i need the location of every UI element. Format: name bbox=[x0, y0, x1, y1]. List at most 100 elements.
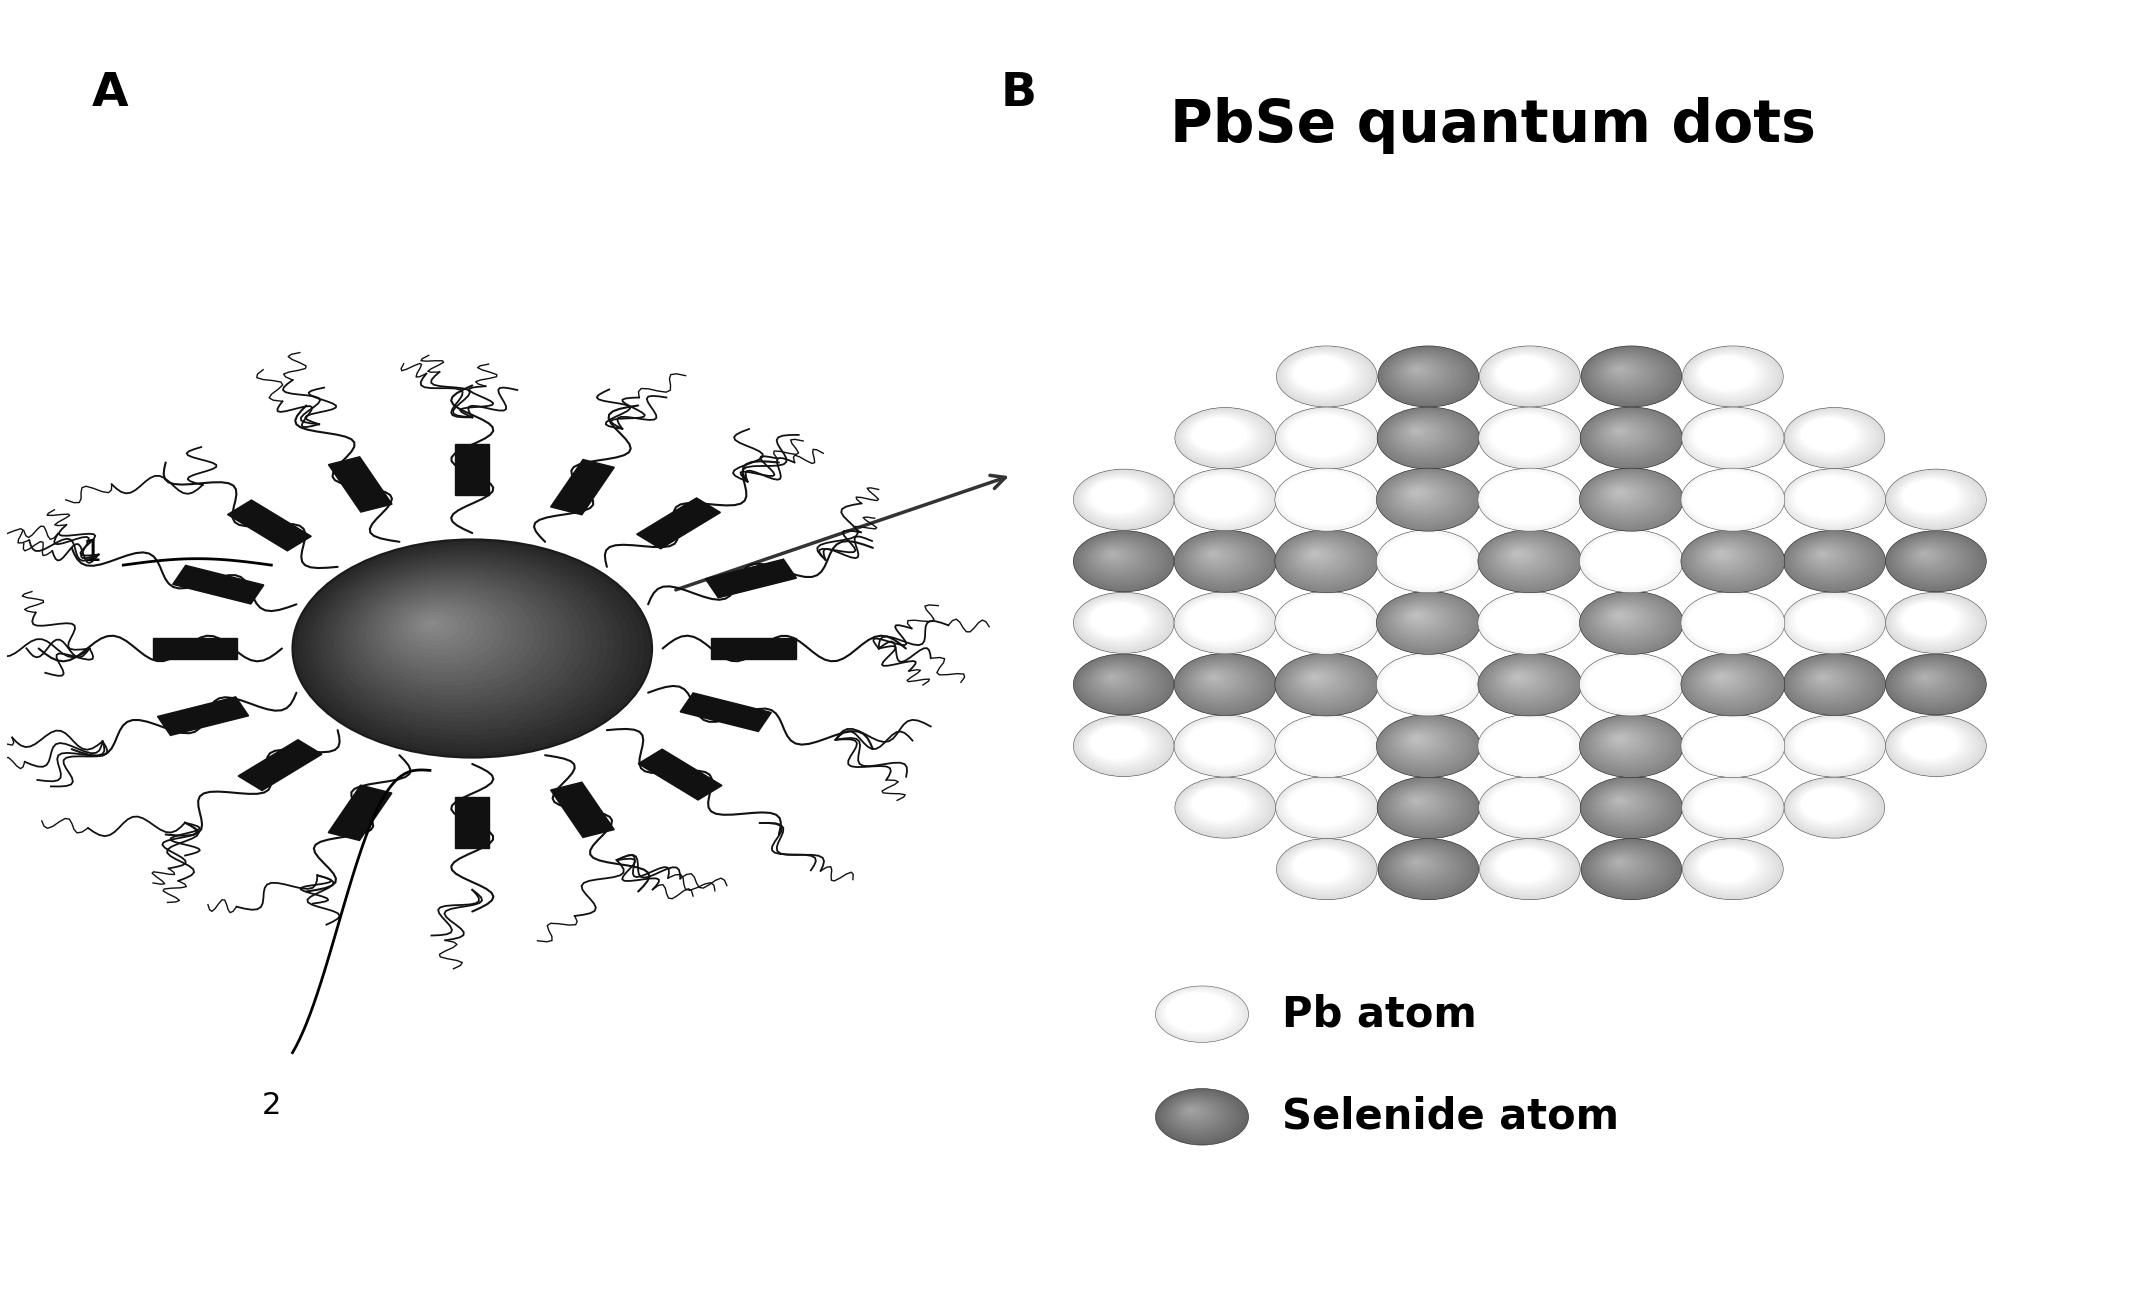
Circle shape bbox=[1484, 719, 1575, 774]
Circle shape bbox=[1810, 669, 1846, 691]
Circle shape bbox=[1492, 538, 1563, 581]
Circle shape bbox=[1382, 472, 1471, 525]
Circle shape bbox=[1686, 533, 1776, 588]
Circle shape bbox=[1714, 427, 1733, 438]
Circle shape bbox=[1286, 782, 1365, 830]
Circle shape bbox=[1077, 533, 1167, 588]
Circle shape bbox=[1710, 547, 1735, 563]
Circle shape bbox=[1912, 547, 1942, 565]
Circle shape bbox=[1499, 358, 1548, 388]
Circle shape bbox=[1514, 674, 1524, 681]
Circle shape bbox=[1094, 606, 1139, 632]
Circle shape bbox=[1805, 790, 1852, 818]
Circle shape bbox=[1412, 859, 1424, 868]
Circle shape bbox=[1492, 785, 1561, 826]
Circle shape bbox=[1286, 412, 1365, 460]
Circle shape bbox=[1610, 363, 1635, 379]
Circle shape bbox=[1607, 424, 1639, 444]
Circle shape bbox=[1682, 716, 1784, 777]
Circle shape bbox=[1299, 667, 1343, 695]
Circle shape bbox=[1588, 473, 1671, 524]
Circle shape bbox=[1590, 844, 1667, 891]
Text: B: B bbox=[1001, 71, 1037, 117]
Circle shape bbox=[1509, 672, 1533, 686]
Circle shape bbox=[1192, 603, 1250, 637]
Circle shape bbox=[1305, 425, 1331, 440]
Circle shape bbox=[1386, 412, 1467, 462]
Circle shape bbox=[1409, 796, 1429, 808]
Circle shape bbox=[1382, 656, 1475, 712]
Circle shape bbox=[1495, 477, 1556, 515]
Circle shape bbox=[1286, 783, 1360, 829]
Circle shape bbox=[1488, 721, 1565, 768]
Circle shape bbox=[1590, 598, 1667, 645]
Circle shape bbox=[1607, 608, 1637, 626]
Circle shape bbox=[1280, 717, 1373, 774]
Circle shape bbox=[1173, 654, 1277, 716]
Circle shape bbox=[1601, 665, 1652, 696]
Circle shape bbox=[1705, 545, 1748, 571]
Circle shape bbox=[1299, 482, 1341, 508]
Circle shape bbox=[1311, 737, 1322, 743]
Circle shape bbox=[1801, 603, 1856, 636]
Circle shape bbox=[1512, 612, 1526, 621]
Circle shape bbox=[1586, 472, 1673, 525]
Circle shape bbox=[1392, 663, 1456, 702]
Circle shape bbox=[1605, 545, 1641, 567]
Circle shape bbox=[1588, 720, 1669, 769]
Circle shape bbox=[1207, 489, 1222, 498]
Circle shape bbox=[1299, 422, 1341, 447]
Circle shape bbox=[1101, 732, 1130, 750]
Circle shape bbox=[1795, 599, 1869, 645]
Circle shape bbox=[1512, 488, 1531, 499]
Circle shape bbox=[1612, 857, 1631, 869]
Circle shape bbox=[1284, 411, 1367, 463]
Circle shape bbox=[1380, 532, 1475, 589]
Circle shape bbox=[1793, 598, 1871, 645]
Circle shape bbox=[1488, 844, 1569, 892]
Circle shape bbox=[1805, 667, 1850, 694]
Circle shape bbox=[1693, 660, 1769, 707]
Circle shape bbox=[1392, 601, 1456, 639]
Circle shape bbox=[1588, 782, 1669, 830]
Circle shape bbox=[1512, 550, 1526, 559]
Circle shape bbox=[1292, 540, 1352, 576]
Circle shape bbox=[1603, 729, 1646, 755]
Circle shape bbox=[1277, 594, 1373, 651]
Circle shape bbox=[1793, 721, 1869, 767]
Circle shape bbox=[1603, 359, 1648, 387]
Circle shape bbox=[1586, 719, 1676, 772]
Circle shape bbox=[1793, 412, 1871, 460]
Circle shape bbox=[1799, 663, 1861, 700]
Circle shape bbox=[1710, 669, 1739, 689]
Circle shape bbox=[1799, 479, 1859, 515]
Circle shape bbox=[1288, 785, 1356, 825]
Circle shape bbox=[1099, 546, 1133, 567]
Circle shape bbox=[1303, 855, 1333, 873]
Circle shape bbox=[1797, 722, 1865, 765]
Circle shape bbox=[1797, 415, 1867, 458]
Circle shape bbox=[1701, 603, 1754, 636]
Circle shape bbox=[1380, 840, 1475, 899]
Circle shape bbox=[1697, 477, 1763, 518]
Circle shape bbox=[1816, 673, 1835, 685]
Circle shape bbox=[1192, 726, 1245, 757]
Circle shape bbox=[1503, 607, 1539, 629]
Circle shape bbox=[1788, 595, 1878, 650]
Circle shape bbox=[1893, 658, 1976, 708]
Circle shape bbox=[1182, 473, 1265, 524]
Circle shape bbox=[1793, 598, 1871, 646]
Circle shape bbox=[1290, 601, 1352, 638]
Circle shape bbox=[1380, 716, 1478, 776]
Circle shape bbox=[1703, 852, 1748, 878]
Circle shape bbox=[1392, 724, 1456, 763]
Circle shape bbox=[1514, 674, 1524, 681]
Circle shape bbox=[1710, 732, 1742, 751]
Circle shape bbox=[1292, 355, 1352, 392]
Circle shape bbox=[1186, 783, 1260, 829]
Circle shape bbox=[1297, 851, 1346, 881]
Circle shape bbox=[1297, 543, 1343, 571]
Circle shape bbox=[1390, 476, 1463, 520]
Circle shape bbox=[1812, 547, 1839, 564]
Circle shape bbox=[1810, 730, 1844, 752]
